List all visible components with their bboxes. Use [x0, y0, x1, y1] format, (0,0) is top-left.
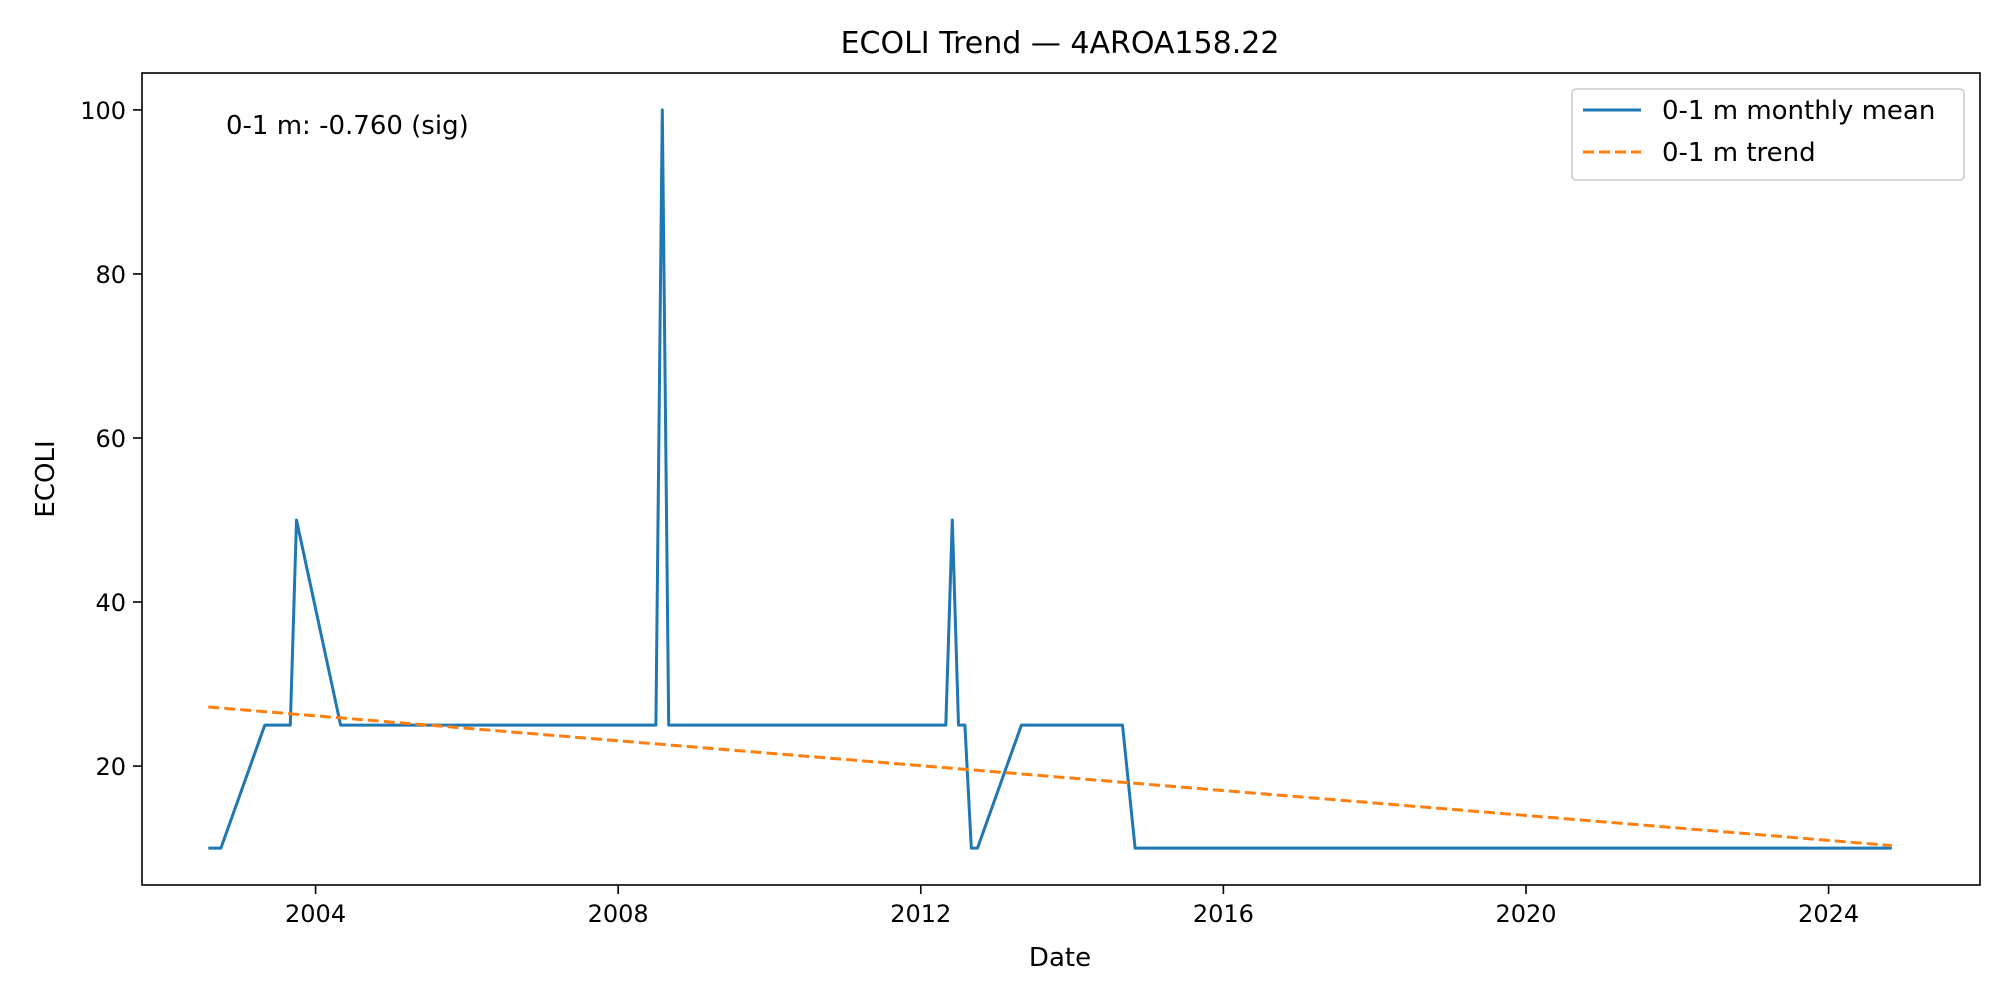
y-tick-label: 80 — [95, 261, 126, 289]
series-line-monthly-mean — [208, 108, 1892, 850]
y-tick-label: 100 — [80, 97, 126, 125]
legend: 0-1 m monthly mean 0-1 m trend — [1571, 88, 1965, 181]
y-tick-label: 20 — [95, 753, 126, 781]
y-tick-label: 40 — [95, 589, 126, 617]
series-line-trend — [208, 705, 1892, 848]
y-tick-label: 60 — [95, 425, 126, 453]
legend-label-trend: 0-1 m trend — [1662, 138, 1816, 168]
plot-frame — [141, 72, 1981, 886]
x-axis-label: Date — [1029, 943, 1091, 973]
x-tick-label: 2012 — [890, 900, 951, 928]
x-tick-label: 2008 — [588, 900, 649, 928]
x-tick-label: 2024 — [1798, 900, 1859, 928]
chart-title: ECOLI Trend — 4AROA158.22 — [841, 26, 1280, 61]
series-layer — [208, 108, 1892, 850]
x-axis-ticks: 2004 2008 2012 2016 2020 2024 — [285, 885, 1859, 928]
y-axis-ticks: 20 40 60 80 100 — [80, 97, 142, 781]
trend-annotation: 0-1 m: -0.760 (sig) — [226, 111, 469, 141]
legend-label-monthly-mean: 0-1 m monthly mean — [1662, 96, 1935, 126]
y-axis-label: ECOLI — [31, 440, 61, 517]
x-tick-label: 2016 — [1193, 900, 1254, 928]
legend-box — [1571, 88, 1965, 181]
plot-area — [142, 73, 1980, 885]
x-tick-label: 2004 — [285, 900, 346, 928]
x-tick-label: 2020 — [1495, 900, 1556, 928]
